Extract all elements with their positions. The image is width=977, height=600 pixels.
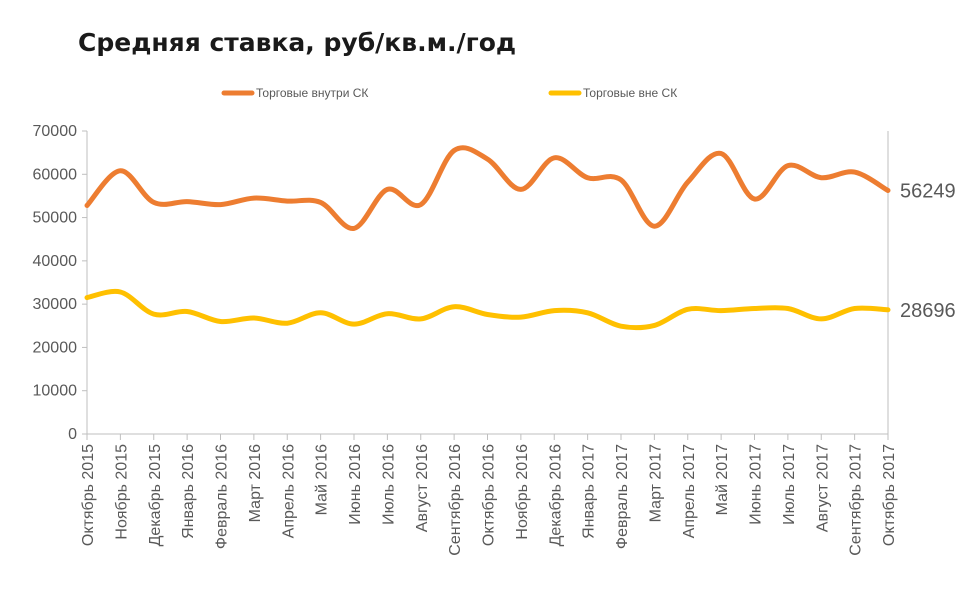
series-lines (84, 145, 891, 331)
x-tick-label: Ноябрь 2016 (514, 444, 531, 540)
x-tick-label: Апрель 2016 (280, 444, 297, 538)
x-tick-label: Апрель 2017 (681, 444, 698, 538)
x-tick-label: Октябрь 2017 (881, 444, 898, 546)
data-point (786, 164, 790, 168)
x-tick-label: Январь 2016 (180, 444, 197, 539)
data-point (152, 312, 156, 316)
x-tick-label: Июль 2016 (380, 444, 397, 525)
x-tick-label: Февраль 2017 (614, 444, 631, 549)
data-point (486, 313, 489, 317)
y-tick-label: 70000 (33, 123, 78, 140)
data-point (619, 324, 623, 328)
data-point (686, 307, 690, 311)
x-tick-label: Сентябрь 2016 (447, 444, 464, 556)
x-tick-label: Июнь 2017 (748, 444, 765, 525)
data-point (419, 203, 423, 207)
data-point (452, 148, 456, 152)
data-point (385, 312, 389, 316)
data-point (219, 319, 222, 323)
data-point (719, 309, 723, 313)
data-point (185, 310, 189, 314)
data-point (486, 157, 489, 161)
end-value-label: 56249 (900, 181, 956, 203)
series-line-2 (84, 288, 891, 331)
data-point (519, 315, 523, 319)
end-value-label: 28696 (900, 300, 956, 322)
data-point (152, 200, 156, 204)
data-point (252, 196, 256, 200)
data-point (452, 305, 456, 309)
y-tick-label: 30000 (33, 296, 78, 313)
data-point (853, 170, 857, 174)
data-point (619, 178, 623, 182)
x-tick-label: Март 2016 (247, 444, 264, 522)
data-point (652, 323, 656, 327)
data-point (85, 296, 89, 300)
end-labels: 56249 28696 (900, 181, 956, 322)
data-point (753, 306, 756, 310)
data-point (118, 290, 122, 294)
x-tick-label: Июль 2017 (781, 444, 798, 525)
x-tick-label: Январь 2017 (581, 444, 598, 539)
x-tick-label: Февраль 2016 (214, 444, 231, 549)
data-point (552, 309, 556, 313)
axes: 0 10000 20000 30000 40000 50000 60000 70000 Октя… (33, 123, 899, 556)
x-tick-label: Декабрь 2016 (547, 444, 564, 547)
data-point (552, 156, 556, 160)
x-tick-label: Май 2017 (714, 444, 731, 515)
data-point (586, 176, 590, 180)
data-point (319, 200, 323, 204)
data-point (319, 311, 323, 315)
chart-title: Средняя ставка, руб/кв.м./год (78, 28, 517, 57)
data-point (385, 187, 389, 191)
data-point (819, 317, 823, 321)
legend-label: Торговые внутри СК (256, 86, 368, 100)
data-point (352, 322, 356, 326)
data-point (419, 317, 423, 321)
data-point (519, 187, 523, 191)
x-tick-label: Август 2016 (414, 444, 431, 532)
legend: Торговые внутри СК Торговые вне СК (221, 86, 677, 100)
x-tick-label: Март 2017 (647, 444, 664, 522)
data-point (652, 224, 656, 228)
data-point (719, 152, 723, 156)
data-point (352, 226, 356, 230)
data-point (285, 321, 289, 325)
y-tick-label: 0 (68, 426, 77, 443)
data-point (819, 176, 823, 180)
y-tick-label: 40000 (33, 253, 78, 270)
x-tick-label: Октябрь 2016 (481, 444, 498, 546)
data-point (686, 180, 690, 184)
y-tick-label: 10000 (33, 383, 78, 400)
data-point (219, 203, 222, 207)
x-tick-label: Июнь 2016 (347, 444, 364, 525)
y-tick-label: 20000 (33, 339, 78, 356)
y-tick-label: 60000 (33, 166, 78, 183)
x-tick-label: Ноябрь 2015 (113, 444, 130, 540)
x-tick-label: Сентябрь 2017 (848, 444, 865, 556)
data-point (586, 311, 590, 315)
data-point (285, 199, 289, 203)
x-tick-label: Октябрь 2015 (80, 444, 97, 546)
x-tick-label: Май 2016 (314, 444, 331, 515)
data-point (185, 200, 189, 204)
data-point (786, 306, 790, 310)
data-point (853, 306, 857, 310)
data-point (85, 203, 89, 207)
x-tick-label: Декабрь 2015 (147, 444, 164, 547)
data-point (118, 169, 122, 173)
x-tick-label: Август 2017 (814, 444, 831, 532)
data-point (252, 316, 256, 320)
data-point (753, 197, 756, 201)
legend-label: Торговые вне СК (583, 86, 677, 100)
data-point (886, 308, 890, 312)
data-point (886, 189, 890, 193)
y-tick-label: 50000 (33, 210, 78, 227)
